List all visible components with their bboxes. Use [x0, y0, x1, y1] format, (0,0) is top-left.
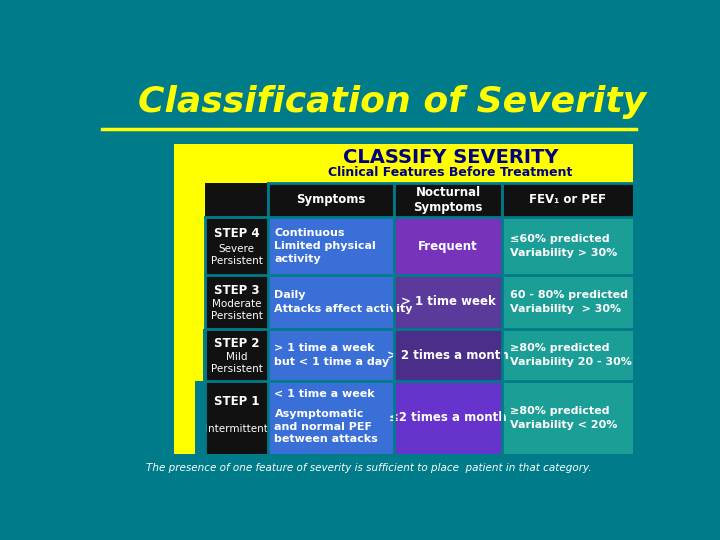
- Bar: [269, 144, 632, 183]
- Bar: [204, 381, 269, 455]
- Text: The presence of one feature of severity is sufficient to place  patient in that : The presence of one feature of severity …: [146, 462, 592, 472]
- Bar: [204, 329, 269, 381]
- Text: Clinical Features Before Treatment: Clinical Features Before Treatment: [328, 166, 572, 179]
- Text: Frequent: Frequent: [418, 240, 478, 253]
- Text: STEP 2: STEP 2: [214, 337, 259, 350]
- Text: Intermittent: Intermittent: [205, 424, 268, 434]
- Bar: [394, 217, 503, 275]
- Bar: [394, 381, 503, 455]
- Text: Classification of Severity: Classification of Severity: [138, 85, 647, 119]
- Text: ≥80% predicted
Variability 20 - 30%: ≥80% predicted Variability 20 - 30%: [510, 343, 632, 367]
- Bar: [269, 381, 394, 455]
- Text: STEP 4: STEP 4: [214, 227, 259, 240]
- Text: Severe
Persistent: Severe Persistent: [210, 244, 262, 266]
- Polygon shape: [174, 144, 234, 455]
- Text: CLASSIFY SEVERITY: CLASSIFY SEVERITY: [343, 148, 558, 167]
- Text: Symptoms: Symptoms: [297, 193, 366, 206]
- Text: STEP 3: STEP 3: [214, 284, 259, 296]
- Text: 60 - 80% predicted
Variability  > 30%: 60 - 80% predicted Variability > 30%: [510, 290, 628, 314]
- Bar: [204, 183, 269, 217]
- Text: Asymptomatic
and normal PEF
between attacks: Asymptomatic and normal PEF between atta…: [274, 409, 378, 444]
- Bar: [394, 275, 503, 329]
- Bar: [204, 144, 269, 183]
- Bar: [394, 183, 503, 217]
- Text: < 1 time a week: < 1 time a week: [274, 389, 375, 400]
- Bar: [269, 217, 394, 275]
- Bar: [204, 217, 269, 275]
- Text: ≤2 times a month: ≤2 times a month: [390, 411, 507, 424]
- Text: Nocturnal
Symptoms: Nocturnal Symptoms: [413, 186, 482, 214]
- Bar: [269, 329, 394, 381]
- Text: FEV₁ or PEF: FEV₁ or PEF: [529, 193, 606, 206]
- Text: Mild
Persistent: Mild Persistent: [210, 352, 262, 374]
- Bar: [503, 183, 632, 217]
- Bar: [269, 183, 394, 217]
- Bar: [503, 275, 632, 329]
- Text: STEP 1: STEP 1: [214, 395, 259, 408]
- Bar: [394, 329, 503, 381]
- Text: Moderate
Persistent: Moderate Persistent: [210, 299, 262, 321]
- Text: ≤60% predicted
Variability > 30%: ≤60% predicted Variability > 30%: [510, 234, 617, 258]
- Bar: [503, 217, 632, 275]
- Text: ≥80% predicted
Variability < 20%: ≥80% predicted Variability < 20%: [510, 406, 618, 430]
- Bar: [269, 275, 394, 329]
- Bar: [503, 329, 632, 381]
- Text: > 2 times a month: > 2 times a month: [387, 349, 509, 362]
- Bar: [503, 381, 632, 455]
- Text: Daily
Attacks affect activity: Daily Attacks affect activity: [274, 291, 413, 314]
- Text: > 1 time a week
but < 1 time a day: > 1 time a week but < 1 time a day: [274, 343, 390, 367]
- Text: > 1 time week: > 1 time week: [400, 295, 495, 308]
- Text: Continuous
Limited physical
activity: Continuous Limited physical activity: [274, 228, 377, 265]
- Bar: [204, 275, 269, 329]
